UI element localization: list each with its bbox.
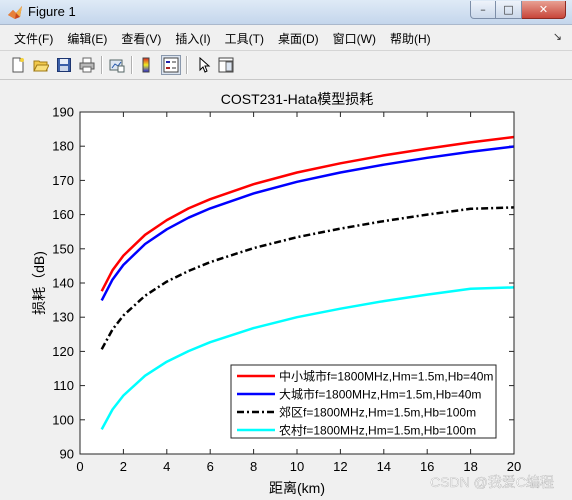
- x-tick-label: 8: [250, 459, 257, 474]
- print-button[interactable]: [77, 55, 97, 75]
- series-line-2[interactable]: [100, 206, 515, 350]
- legend-box: [230, 364, 497, 439]
- series-line-3[interactable]: [100, 286, 515, 430]
- dock-arrow-icon[interactable]: ↘: [552, 30, 562, 43]
- save-icon: [57, 58, 71, 72]
- property-editor-icon: [218, 57, 234, 73]
- print-icon: [79, 57, 95, 73]
- menu-insert[interactable]: 插入(I): [175, 31, 211, 46]
- legend[interactable]: 中小城市f=1800MHz,Hm=1.5m,Hb=40m 大城市f=1800MHz…: [230, 364, 497, 439]
- figure-toolbar: [0, 50, 572, 80]
- y-tick-label: 150: [52, 241, 74, 256]
- legend-label: 农村f=1800MHz,Hm=1.5m,Hb=100m: [279, 424, 476, 438]
- new-figure-icon: [12, 57, 24, 73]
- open-file-button[interactable]: [31, 55, 51, 75]
- save-button[interactable]: [54, 55, 74, 75]
- x-axis: 0 2 4 6 8 10 12 14 16 18 20: [76, 112, 521, 474]
- x-tick-label: 2: [120, 459, 127, 474]
- close-icon: ✕: [538, 3, 549, 16]
- series-line-1[interactable]: [100, 145, 515, 301]
- y-tick-label: 170: [52, 173, 74, 188]
- x-tick-label: 12: [333, 459, 347, 474]
- menu-file[interactable]: 文件(F): [14, 31, 54, 46]
- y-tick-label: 120: [52, 344, 74, 359]
- x-axis-label: 距离(km): [269, 480, 325, 496]
- y-axis-label: 损耗（dB): [31, 251, 47, 315]
- x-tick-label: 14: [377, 459, 391, 474]
- menu-edit[interactable]: 编辑(E): [67, 31, 108, 46]
- series-line-0[interactable]: [100, 135, 515, 292]
- maximize-icon: □: [503, 3, 514, 16]
- chart-title: COST231-Hata模型损耗: [221, 91, 373, 107]
- x-tick-label: 10: [290, 459, 304, 474]
- y-tick-label: 100: [52, 412, 74, 427]
- y-axis: 90 100 110 120 130 140 150 160 170 180 190: [52, 105, 514, 462]
- menu-view[interactable]: 查看(V): [121, 31, 162, 46]
- y-tick-label: 140: [52, 276, 74, 291]
- menu-bar: 文件(F) 编辑(E) 查看(V) 插入(I) 工具(T) 桌面(D) 窗口(W…: [0, 28, 572, 48]
- title-bar[interactable]: Figure 1 – □ ✕: [0, 0, 572, 25]
- y-tick-label: 90: [60, 447, 74, 462]
- open-file-icon: [33, 60, 49, 72]
- x-tick-label: 0: [76, 459, 83, 474]
- y-tick-label: 130: [52, 310, 74, 325]
- axes-frame: [79, 111, 515, 455]
- legend-icon: [163, 57, 179, 73]
- window-controls: – □ ✕: [470, 1, 566, 20]
- legend-label: 大城市f=1800MHz,Hm=1.5m,Hb=40m: [279, 387, 481, 402]
- y-tick-label: 180: [52, 139, 74, 154]
- menu-help[interactable]: 帮助(H): [389, 31, 431, 46]
- watermark: CSDN @我爱C编程: [430, 474, 554, 490]
- series-lines: [100, 135, 515, 430]
- pointer-icon: [199, 57, 211, 73]
- link-plot-button[interactable]: [107, 55, 127, 75]
- y-tick-label: 160: [52, 207, 74, 222]
- toolbar-separator: [101, 56, 103, 74]
- x-tick-label: 6: [207, 459, 214, 474]
- figure-canvas: COST231-Hata模型损耗 90 100 110 120 130 140 150 160…: [0, 80, 572, 500]
- x-tick-label: 4: [163, 459, 170, 474]
- toolbar-separator: [131, 56, 133, 74]
- menu-desktop[interactable]: 桌面(D): [277, 31, 319, 46]
- y-tick-label: 110: [53, 378, 74, 393]
- x-tick-label: 18: [463, 459, 477, 474]
- close-button[interactable]: ✕: [522, 1, 566, 19]
- pointer-button[interactable]: [194, 55, 214, 75]
- plot-svg[interactable]: COST231-Hata模型损耗 90100110120130140150160…: [0, 80, 572, 500]
- x-tick-label: 20: [507, 459, 521, 474]
- y-tick-label: 190: [52, 105, 74, 120]
- property-editor-button[interactable]: [216, 55, 236, 75]
- link-plot-icon: [109, 59, 125, 73]
- menu-window[interactable]: 窗口(W): [332, 31, 376, 46]
- legend-button[interactable]: [161, 55, 181, 75]
- new-figure-button[interactable]: [8, 55, 28, 75]
- menu-tools[interactable]: 工具(T): [224, 31, 264, 46]
- legend-label: 中小城市f=1800MHz,Hm=1.5m,Hb=40m: [279, 369, 493, 384]
- toolbar-separator: [186, 56, 188, 74]
- maximize-button[interactable]: □: [496, 1, 522, 19]
- x-tick-label: 16: [420, 459, 434, 474]
- matlab-logo-icon: [8, 6, 22, 19]
- minimize-button[interactable]: –: [470, 1, 496, 19]
- colorbar-button[interactable]: [138, 55, 158, 75]
- colorbar-icon: [142, 57, 150, 73]
- legend-label: 郊区f=1800MHz,Hm=1.5m,Hb=100m: [279, 406, 476, 420]
- window-title: Figure 1: [28, 4, 76, 19]
- minimize-icon: –: [480, 3, 486, 16]
